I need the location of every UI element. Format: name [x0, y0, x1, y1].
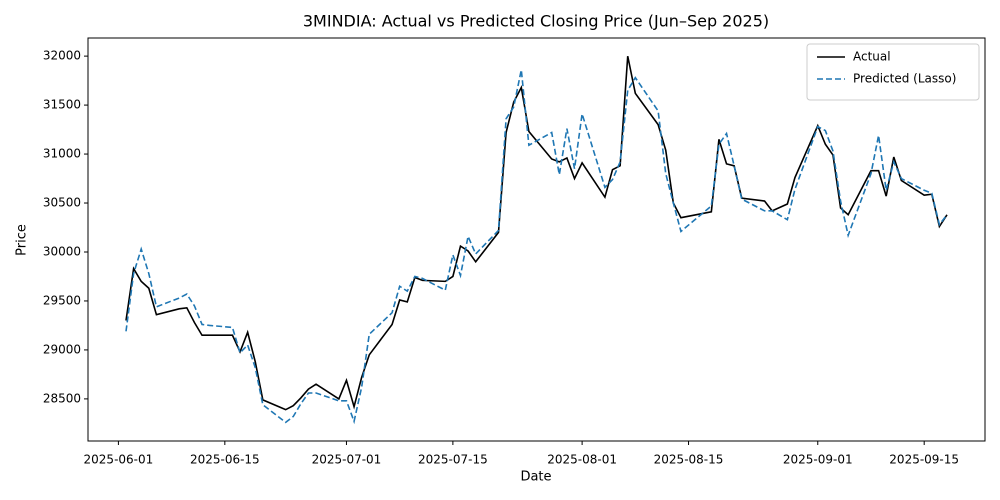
- y-tick-label: 29500: [43, 293, 81, 307]
- y-tick-label: 31500: [43, 98, 81, 112]
- legend: Actual Predicted (Lasso): [806, 43, 980, 101]
- legend-box: [806, 43, 980, 101]
- chart-title: 3MINDIA: Actual vs Predicted Closing Pri…: [303, 12, 769, 31]
- x-tick-label: 2025-07-01: [312, 453, 382, 467]
- y-axis-label: Price: [15, 224, 30, 256]
- y-tick-label: 31000: [43, 147, 81, 161]
- x-tick-label: 2025-07-15: [418, 453, 488, 467]
- x-tick-label: 2025-09-15: [889, 453, 959, 467]
- x-tick-label: 2025-06-15: [190, 453, 260, 467]
- y-tick-label: 30500: [43, 196, 81, 210]
- y-tick-label: 32000: [43, 49, 81, 63]
- x-axis-label: Date: [520, 470, 551, 485]
- legend-label: Actual: [853, 50, 891, 64]
- y-tick-label: 28500: [43, 391, 81, 405]
- series-line: [125, 55, 948, 411]
- legend-label: Predicted (Lasso): [853, 72, 956, 86]
- series-line: [125, 69, 948, 425]
- plot-frame: [87, 37, 986, 442]
- y-tick-label: 29000: [43, 342, 81, 356]
- x-tick-label: 2025-08-01: [547, 453, 617, 467]
- x-tick-label: 2025-09-01: [783, 453, 853, 467]
- x-tick-label: 2025-08-15: [654, 453, 724, 467]
- x-tick-label: 2025-06-01: [84, 453, 154, 467]
- y-tick-label: 30000: [43, 244, 81, 258]
